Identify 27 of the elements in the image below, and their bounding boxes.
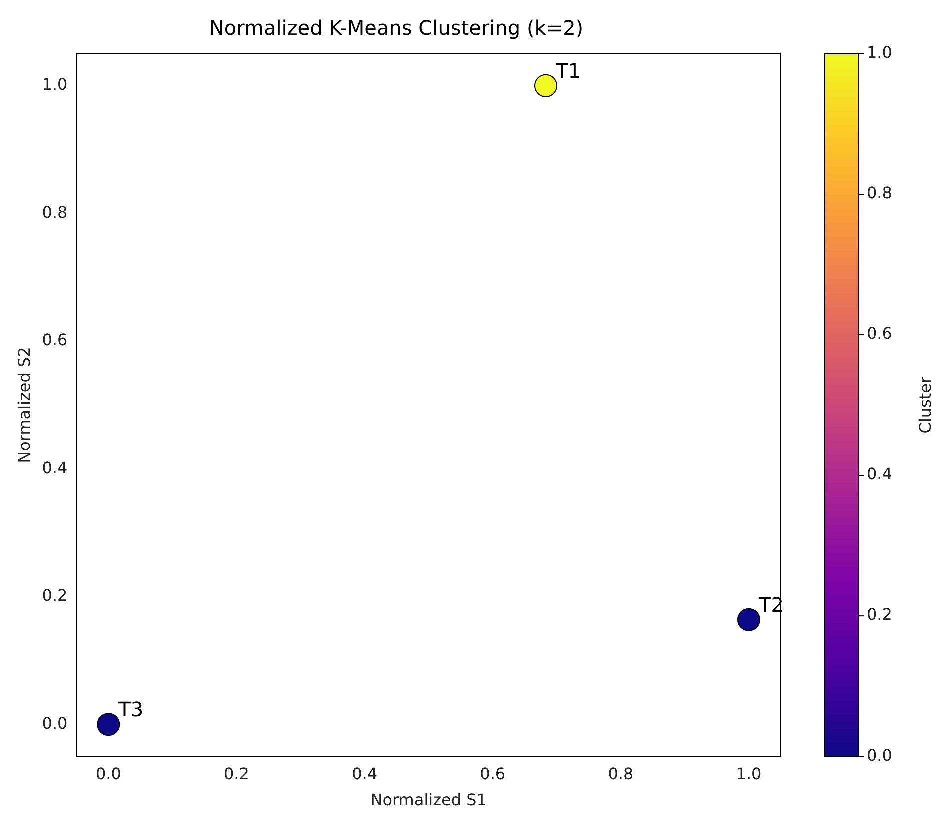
y-tick-label: 0.4 bbox=[42, 458, 68, 478]
color-bar-title: Cluster bbox=[916, 376, 936, 434]
chart-title: Normalized K-Means Clustering (k=2) bbox=[209, 16, 584, 40]
color-bar-label: 0.2 bbox=[867, 605, 892, 624]
x-axis-title: Normalized S1 bbox=[370, 790, 487, 810]
x-tick-label: 0.6 bbox=[480, 764, 506, 784]
x-tick-label: 0.0 bbox=[96, 764, 122, 784]
x-tick-label: 0.2 bbox=[224, 764, 250, 784]
y-tick-label: 0.8 bbox=[42, 202, 68, 222]
y-tick-label: 0.2 bbox=[42, 586, 68, 606]
color-bar-label: 1.0 bbox=[867, 43, 892, 62]
y-axis-title: Normalized S2 bbox=[14, 347, 34, 464]
point bbox=[534, 74, 558, 98]
point bbox=[97, 713, 120, 736]
color-bar-label: 0.0 bbox=[867, 746, 892, 765]
x-tick-label: 0.4 bbox=[352, 764, 378, 784]
color-bar-label: 0.8 bbox=[867, 184, 892, 203]
x-tick-label: 0.8 bbox=[608, 764, 634, 784]
y-tick-label: 0.6 bbox=[42, 330, 68, 350]
y-tick-label: 1.0 bbox=[42, 75, 68, 94]
color-bar-label: 0.6 bbox=[867, 324, 892, 344]
annotation: T1 bbox=[555, 58, 581, 83]
y-tick-label: 0.0 bbox=[42, 714, 68, 733]
color-bar-label: 0.4 bbox=[867, 464, 892, 484]
point bbox=[737, 608, 760, 632]
x-tick-label: 1.0 bbox=[736, 764, 762, 784]
annotation: T3 bbox=[118, 698, 144, 722]
